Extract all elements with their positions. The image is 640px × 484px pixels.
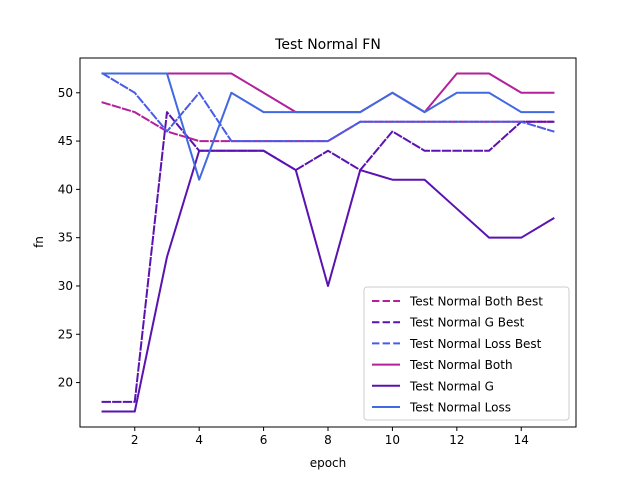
x-axis-ticks: 2 4 6 8 10 12 14 (131, 427, 529, 447)
series-line-test-normal-loss-best (101, 72, 555, 143)
series-line-test-normal-loss (101, 72, 555, 181)
legend-label: Test Normal Loss Best (409, 337, 542, 351)
x-tick-label: 6 (260, 433, 268, 447)
chart-title: Test Normal FN (274, 37, 381, 53)
y-tick-label: 50 (58, 86, 73, 100)
legend-label: Test Normal G (409, 379, 494, 393)
y-tick-label: 40 (58, 182, 73, 196)
legend-frame (363, 286, 570, 421)
legend-label: Test Normal Both (409, 358, 513, 372)
y-axis-label: fn (32, 236, 46, 248)
chart-legend: Test Normal Both Best Test Normal G Best T… (363, 286, 570, 421)
plot-lines (101, 72, 555, 413)
y-tick-label: 25 (58, 327, 73, 341)
legend-label: Test Normal G Best (409, 316, 525, 330)
x-tick-label: 4 (195, 433, 203, 447)
series-line-test-normal-g (101, 149, 555, 413)
x-tick-label: 8 (324, 433, 332, 447)
x-axis-label: epoch (310, 456, 347, 470)
y-tick-label: 35 (58, 231, 73, 245)
y-tick-label: 45 (58, 134, 73, 148)
legend-label: Test Normal Loss (409, 401, 511, 415)
x-tick-label: 10 (385, 433, 400, 447)
x-tick-label: 12 (449, 433, 464, 447)
y-axis-ticks: 20 25 30 35 40 45 50 (58, 86, 80, 390)
x-tick-label: 14 (514, 433, 529, 447)
series-line-test-normal-g-best (101, 111, 555, 403)
legend-label: Test Normal Both Best (409, 295, 543, 309)
x-tick-label: 2 (131, 433, 139, 447)
y-tick-label: 20 (58, 376, 73, 390)
y-tick-label: 30 (58, 279, 73, 293)
